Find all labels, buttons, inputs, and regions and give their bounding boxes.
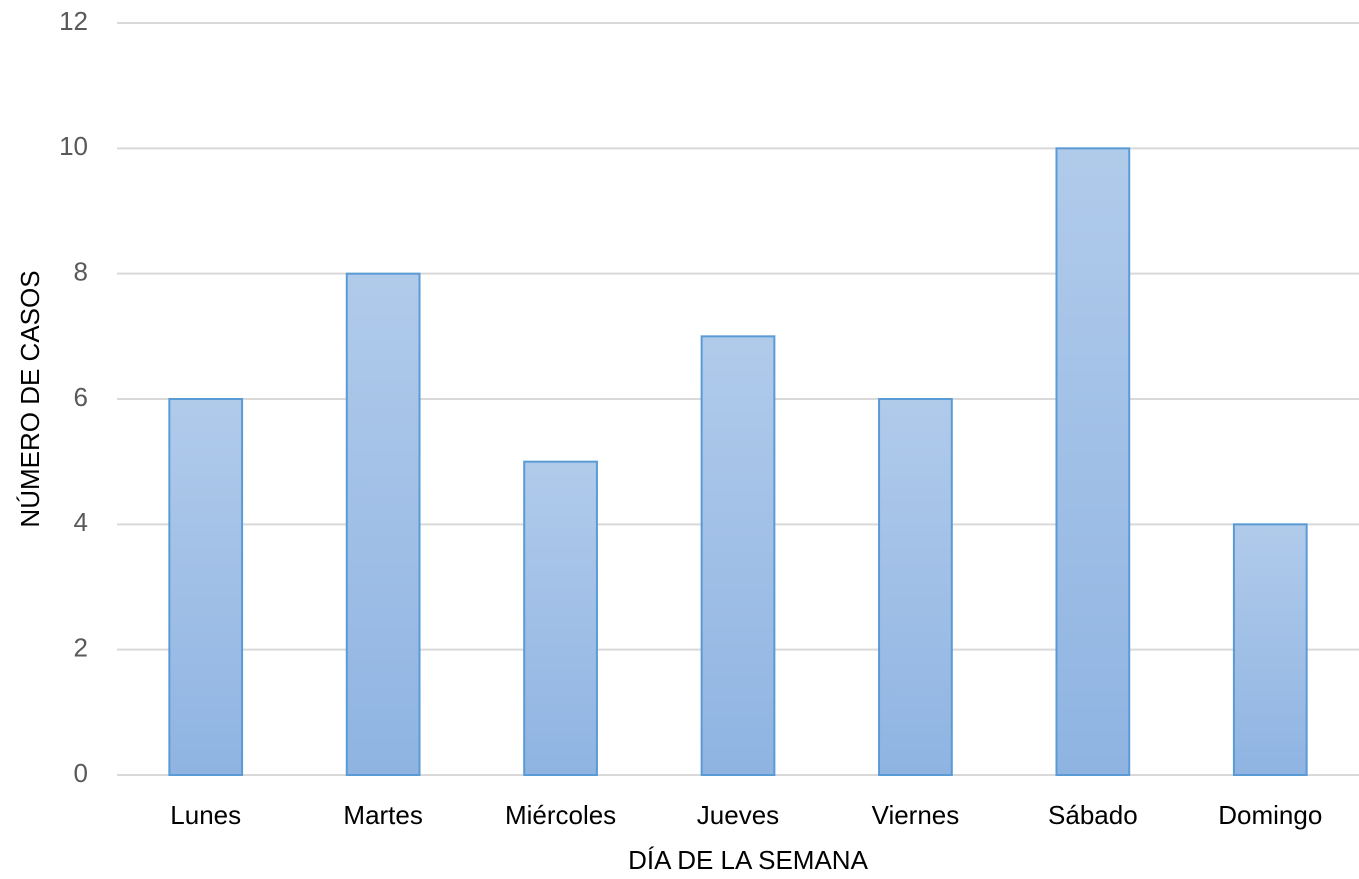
y-tick-label: 12	[59, 6, 88, 36]
bar	[345, 272, 421, 776]
y-tick-label: 2	[74, 633, 88, 663]
bar	[878, 398, 953, 776]
x-tick-label: Sábado	[1048, 800, 1138, 830]
y-axis-label: NÚMERO DE CASOS	[15, 270, 45, 527]
bar-edge	[345, 272, 421, 776]
bar-edge	[878, 398, 953, 776]
x-tick-label: Viernes	[872, 800, 960, 830]
x-axis-label: DÍA DE LA SEMANA	[628, 845, 869, 875]
bar	[1232, 523, 1308, 776]
y-tick-label: 10	[59, 131, 88, 161]
x-tick-label: Jueves	[697, 800, 779, 830]
x-tick-label: Lunes	[170, 800, 241, 830]
bar-edge	[700, 335, 776, 776]
y-tick-label: 0	[74, 758, 88, 788]
bar-edge	[168, 398, 244, 776]
y-tick-label: 8	[74, 257, 88, 287]
x-tick-label: Domingo	[1218, 800, 1322, 830]
x-tick-label: Martes	[343, 800, 422, 830]
x-tick-label: Miércoles	[505, 800, 616, 830]
y-tick-label: 4	[74, 507, 88, 537]
bar	[700, 335, 776, 776]
bar	[168, 398, 244, 776]
bar-edge	[523, 460, 598, 776]
bar	[523, 460, 598, 776]
bar-edge	[1055, 147, 1131, 777]
y-tick-label: 6	[74, 382, 88, 412]
bar-edge	[1232, 523, 1308, 776]
bar	[1055, 147, 1131, 777]
